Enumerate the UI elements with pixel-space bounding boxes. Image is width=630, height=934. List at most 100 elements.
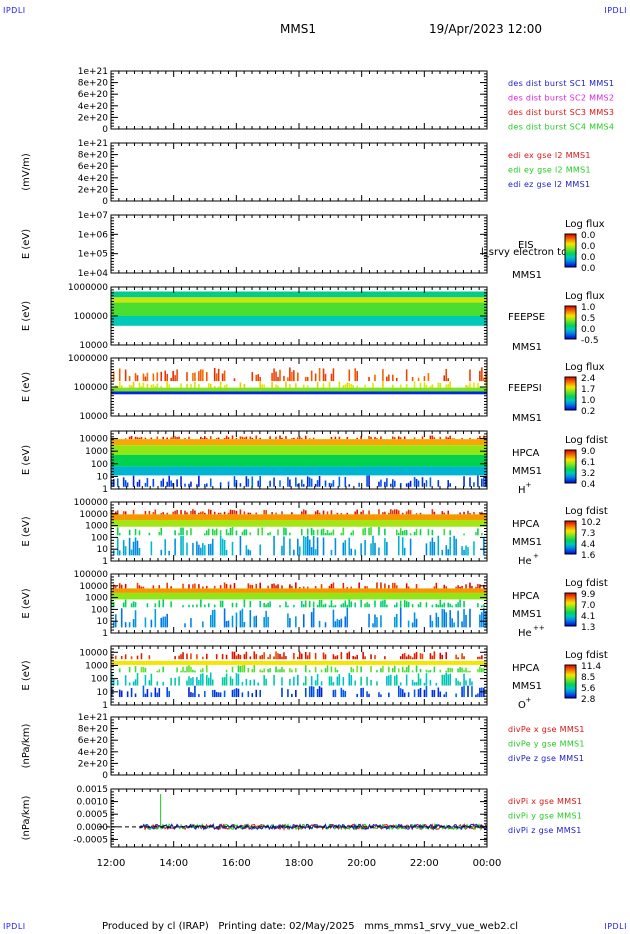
y-tick-label: 2e+20 (78, 113, 109, 123)
spectrogram-streak (114, 655, 117, 660)
spectrogram-streak (443, 528, 446, 536)
spectrogram-streak (334, 605, 337, 608)
spectrogram-streak (182, 605, 184, 608)
spectrogram-streak (287, 377, 289, 382)
spectrogram-streak (128, 622, 131, 628)
spectrogram-streak (136, 582, 139, 589)
spectrogram-streak (455, 678, 457, 686)
spectrogram-streak (376, 438, 378, 440)
spectrogram-streak (334, 689, 337, 698)
spectrogram-streak (340, 652, 343, 660)
spectrogram-streak (176, 509, 178, 515)
spectrogram-streak (421, 653, 424, 660)
spectrogram-streak (346, 607, 349, 628)
spectrogram-streak (178, 532, 180, 536)
spectrogram-streak (382, 512, 384, 515)
spectrogram-streak (479, 512, 481, 515)
spectrogram-streak (186, 383, 188, 388)
spectrogram-streak (356, 371, 358, 382)
spectrogram-streak (316, 688, 319, 698)
spectrogram-streak (348, 484, 351, 487)
spectrogram-streak (403, 670, 406, 673)
spectrogram-streak (259, 381, 262, 388)
spectrogram-streak (273, 674, 275, 686)
spectrogram-streak (128, 376, 131, 382)
spectrogram-streak (134, 693, 137, 698)
spectrogram-streak (255, 689, 258, 698)
spectrogram-streak (302, 586, 305, 589)
spectrogram-streak (451, 438, 453, 440)
spectrogram-streak (417, 604, 420, 608)
spectrogram-streak (122, 477, 125, 487)
spectrogram-streak (419, 687, 422, 698)
spectrogram-streak (437, 535, 440, 556)
spectrogram-streak (308, 600, 311, 608)
spectrogram-streak (112, 550, 115, 556)
colorbar-tick-label: 3.2 (581, 469, 595, 479)
spectrogram-streak (231, 602, 234, 608)
spectrogram-streak (483, 608, 485, 628)
spectrogram-streak (132, 509, 135, 515)
y-tick-label: 1000 (85, 447, 108, 457)
spectrogram-streak (289, 532, 291, 536)
spectrogram-streak (384, 656, 386, 660)
spectrogram-streak (291, 512, 293, 515)
spectrogram-streak (291, 669, 293, 673)
spectrogram-streak (481, 367, 483, 382)
spectrogram-streak (265, 510, 267, 515)
spectrogram-streak (350, 586, 353, 589)
spectrogram-streak (451, 618, 453, 628)
spectrogram-streak (312, 529, 315, 536)
spectrogram-streak (461, 667, 463, 673)
spectrogram-streak (160, 617, 163, 628)
spectrogram-streak (350, 548, 353, 556)
spectrogram-streak (281, 585, 283, 589)
spectrogram-streak (150, 619, 153, 628)
y-tick-label: 1e+05 (78, 250, 108, 260)
spectrogram-streak (457, 668, 459, 673)
spectrogram-streak (445, 672, 448, 686)
spectrogram-streak (393, 665, 396, 673)
spectrogram-streak (190, 678, 192, 686)
spectrogram-streak (338, 381, 341, 388)
spectrogram-streak (419, 678, 422, 686)
spectrogram-streak (479, 386, 481, 388)
spectrogram-streak (136, 673, 139, 686)
spectrogram-streak (334, 436, 337, 440)
spectrogram-streak (279, 435, 281, 440)
spectrogram-streak (340, 604, 343, 608)
spectrogram-streak (433, 690, 436, 698)
spectrogram-streak (146, 372, 149, 382)
spectrogram-streak (209, 672, 212, 686)
spectrogram-streak (118, 550, 121, 556)
y-tick-label: 100000 (74, 383, 109, 393)
spectrogram-streak (150, 437, 153, 440)
spectrogram-streak (295, 689, 297, 698)
spectrogram-streak (182, 583, 184, 589)
spectrogram-streak (235, 688, 238, 698)
spectrogram-streak (330, 676, 333, 686)
spectrogram-streak (483, 377, 485, 382)
colorbar-title: Log flux (565, 291, 605, 302)
spectrogram-streak (128, 384, 131, 388)
spectrogram-data (111, 651, 487, 698)
spectrogram-streak (146, 383, 149, 388)
spectrogram-streak (397, 532, 400, 536)
spectrogram-streak (344, 476, 347, 487)
spectrogram-streak (342, 603, 345, 608)
spectrogram-streak (213, 511, 216, 515)
spectrogram-streak (176, 479, 178, 487)
panel-5: 1000000 100000 10000 E (eV) FEEPSI MMS1 Log fl… (21, 354, 605, 424)
spectrogram-streak (455, 654, 457, 660)
spectrogram-streak (172, 483, 174, 487)
spectrogram-streak (182, 535, 184, 556)
spectrogram-streak (237, 673, 240, 686)
spectrogram-streak (477, 528, 479, 536)
spectrogram-streak (192, 669, 194, 673)
spectrogram-streak (225, 384, 228, 388)
spectrogram-streak (421, 477, 424, 487)
spectrogram-streak (304, 376, 307, 382)
spectrogram-streak (164, 616, 167, 628)
spectrogram-streak (386, 478, 388, 487)
